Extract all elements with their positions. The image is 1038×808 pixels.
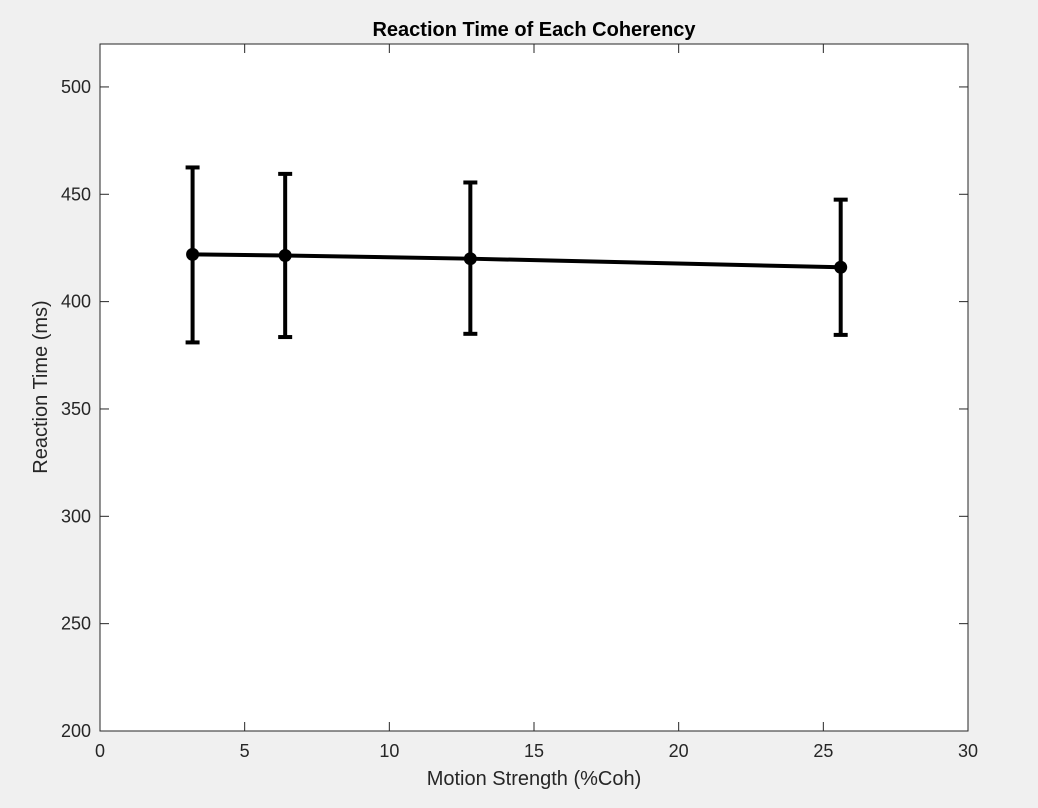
x-tick-label: 25: [813, 741, 833, 761]
data-point: [186, 247, 200, 261]
x-tick-label: 30: [958, 741, 978, 761]
axis-ticks: [99, 44, 969, 732]
y-tick-label: 200: [61, 721, 91, 741]
x-tick-label: 15: [524, 741, 544, 761]
x-axis-label: Motion Strength (%Coh): [427, 768, 642, 790]
y-tick-label: 250: [61, 614, 91, 634]
chart-title: Reaction Time of Each Coherency: [372, 19, 696, 41]
series-line: [192, 252, 841, 270]
x-tick-label: 5: [240, 741, 250, 761]
x-tick-label: 20: [669, 741, 689, 761]
y-tick-label: 500: [61, 77, 91, 97]
axes-box: [99, 43, 969, 732]
data-point: [834, 260, 848, 274]
axis-tick-labels: 0 5 10 15 20 25 30 200 250 300 350 400 450 500: [61, 77, 978, 761]
plot-area: [185, 165, 848, 345]
y-tick-label: 300: [61, 506, 91, 526]
x-tick-label: 0: [95, 741, 105, 761]
data-point: [278, 248, 292, 262]
x-tick-label: 10: [379, 741, 399, 761]
y-tick-label: 400: [61, 292, 91, 312]
y-tick-label: 350: [61, 399, 91, 419]
y-tick-label: 450: [61, 184, 91, 204]
data-point: [463, 252, 477, 266]
y-axis-label: Reaction Time (ms): [30, 300, 52, 473]
